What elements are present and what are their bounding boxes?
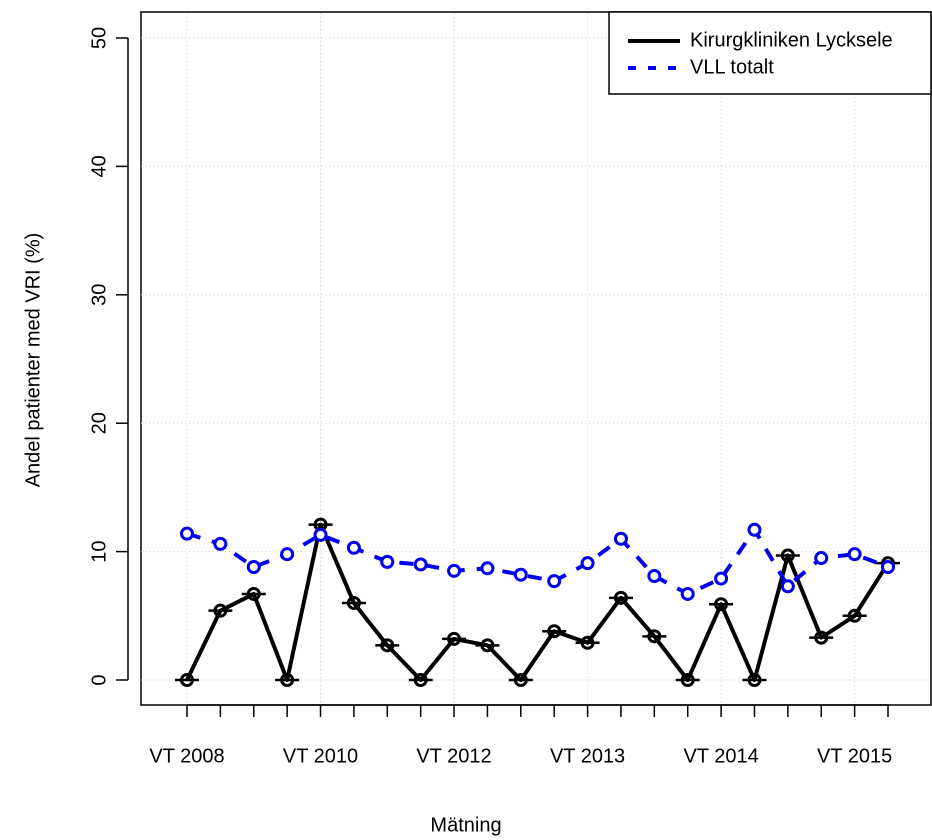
series-line <box>186 527 889 596</box>
x-tick-label: VT 2015 <box>817 745 892 767</box>
point <box>313 527 328 542</box>
point <box>447 563 462 578</box>
point <box>180 526 194 541</box>
point <box>613 531 628 546</box>
x-tick-label: VT 2012 <box>416 745 491 767</box>
x-axis-label: Mätning <box>430 814 501 836</box>
series-line <box>185 522 890 682</box>
point <box>747 522 762 537</box>
point <box>246 560 261 575</box>
x-tick-label: VT 2010 <box>283 745 358 767</box>
y-tick-label: 50 <box>88 27 110 49</box>
point <box>580 556 595 571</box>
point <box>881 560 895 575</box>
point <box>647 568 662 583</box>
legend-label: Kirurgkliniken Lycksele <box>690 29 893 51</box>
y-tick-label: 20 <box>88 412 110 434</box>
point <box>714 571 729 586</box>
point <box>213 536 228 551</box>
point <box>780 579 795 594</box>
point <box>346 540 361 555</box>
legend-box <box>608 11 932 95</box>
point <box>814 551 829 566</box>
x-tick-label: VT 2013 <box>550 745 625 767</box>
point <box>380 554 395 569</box>
plot-box <box>140 11 932 706</box>
point <box>547 574 562 589</box>
legend-label: VLL totalt <box>690 56 774 78</box>
x-tick-label: VT 2008 <box>149 745 224 767</box>
y-axis-label: Andel patienter med VRI (%) <box>22 233 44 488</box>
y-tick-label: 10 <box>88 540 110 562</box>
y-tick-label: 40 <box>88 155 110 177</box>
point <box>480 561 495 576</box>
y-tick-label: 30 <box>88 284 110 306</box>
point <box>280 547 295 562</box>
point <box>513 567 528 582</box>
y-tick-label: 0 <box>88 674 110 685</box>
point <box>847 547 862 562</box>
point <box>680 586 695 601</box>
x-tick-label: VT 2014 <box>683 745 758 767</box>
point <box>413 557 428 572</box>
